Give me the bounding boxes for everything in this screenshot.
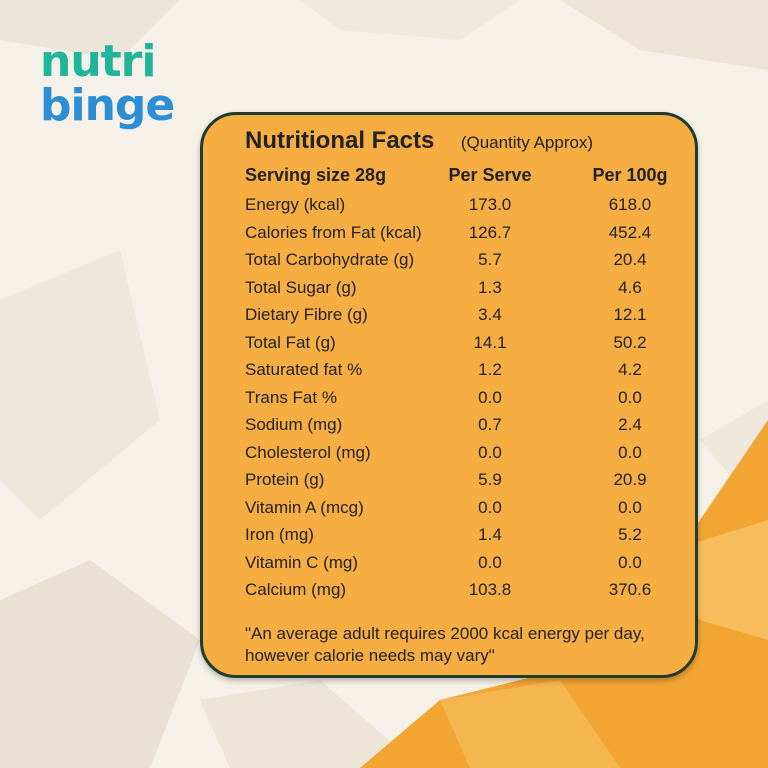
per-serve-value: 0.0 — [478, 497, 502, 517]
per-100g-value: 0.0 — [618, 387, 642, 407]
per-serve-value: 1.3 — [478, 277, 502, 297]
table-row: Iron (mg) 1.4 5.2 — [245, 525, 685, 552]
table-row: Trans Fat % 0.0 0.0 — [245, 388, 685, 415]
per-serve-value: 173.0 — [468, 195, 512, 214]
per-100g-value: 50.2 — [613, 332, 647, 352]
per-serve-value: 126.7 — [468, 222, 512, 242]
logo-line-1: nutri — [40, 36, 156, 87]
table-row: Dietary Fibre (g) 3.4 12.1 — [245, 305, 685, 332]
nutrient-label: Saturated fat % — [245, 360, 363, 379]
nutrient-label: Calories from Fat (kcal) — [245, 222, 422, 242]
per-serve-value: 1.4 — [478, 525, 502, 544]
per-100g-value: 20.4 — [613, 250, 647, 269]
table-row: Calories from Fat (kcal) 126.7 452.4 — [245, 223, 685, 250]
table-row: Cholesterol (mg) 0.0 0.0 — [245, 443, 685, 470]
per-100g-value: 5.2 — [618, 525, 642, 544]
per-100g-value: 2.4 — [618, 415, 642, 434]
nutrient-label: Calcium (mg) — [245, 580, 347, 599]
per-100g-value: 4.2 — [618, 360, 642, 379]
per-100g-value: 0.0 — [618, 442, 642, 462]
logo-line-2: binge — [40, 80, 175, 131]
nutrient-label: Total Sugar (g) — [245, 277, 357, 297]
per-serve-value: 0.0 — [478, 552, 502, 572]
table-row: Energy (kcal) 173.0 618.0 — [245, 195, 685, 222]
nutrient-label: Vitamin C (mg) — [245, 552, 359, 572]
table-header: Serving size 28g Per Serve Per 100g — [245, 165, 685, 192]
header-per-100g: Per 100g — [592, 165, 668, 185]
table-row: Vitamin C (mg) 0.0 0.0 — [245, 553, 685, 580]
nutrition-panel: Nutritional Facts (Quantity Approx) Serv… — [200, 112, 698, 678]
per-serve-value: 5.9 — [478, 470, 502, 489]
per-100g-value: 0.0 — [618, 497, 642, 517]
nutrient-label: Trans Fat % — [245, 387, 337, 407]
per-serve-value: 5.7 — [478, 250, 502, 269]
per-100g-value: 452.4 — [608, 222, 652, 242]
nutrient-label: Cholesterol (mg) — [245, 442, 371, 462]
brand-logo: nutri binge — [40, 36, 175, 131]
table-row: Protein (g) 5.9 20.9 — [245, 470, 685, 497]
per-serve-value: 0.0 — [478, 442, 502, 462]
table-row: Sodium (mg) 0.7 2.4 — [245, 415, 685, 442]
per-serve-value: 0.7 — [478, 415, 502, 434]
per-100g-value: 12.1 — [613, 305, 647, 324]
table-row: Saturated fat % 1.2 4.2 — [245, 360, 685, 387]
nutrient-label: Vitamin A (mcg) — [245, 497, 364, 517]
per-serve-value: 103.8 — [468, 580, 512, 599]
per-100g-value: 0.0 — [618, 552, 642, 572]
header-per-serve: Per Serve — [448, 165, 532, 185]
nutrient-label: Energy (kcal) — [245, 195, 346, 214]
nutrient-label: Sodium (mg) — [245, 415, 343, 434]
table-row: Total Fat (g) 14.1 50.2 — [245, 333, 685, 360]
per-serve-value: 0.0 — [478, 387, 502, 407]
per-100g-value: 20.9 — [613, 470, 647, 489]
table-row: Calcium (mg) 103.8 370.6 — [245, 580, 685, 607]
nutrient-label: Total Carbohydrate (g) — [245, 250, 415, 269]
nutrient-label: Iron (mg) — [245, 525, 314, 544]
table-row: Total Carbohydrate (g) 5.7 20.4 — [245, 250, 685, 277]
nutrient-label: Total Fat (g) — [245, 332, 336, 352]
panel-title: Nutritional Facts — [245, 127, 435, 154]
table-row: Total Sugar (g) 1.3 4.6 — [245, 278, 685, 305]
per-serve-value: 1.2 — [478, 360, 502, 379]
per-serve-value: 3.4 — [478, 305, 502, 324]
table-row: Vitamin A (mcg) 0.0 0.0 — [245, 498, 685, 525]
per-100g-value: 370.6 — [608, 580, 652, 599]
calorie-disclaimer: "An average adult requires 2000 kcal ene… — [245, 624, 645, 665]
nutrient-label: Protein (g) — [245, 470, 325, 489]
panel-title-row: Nutritional Facts (Quantity Approx) — [245, 127, 665, 155]
nutrient-label: Dietary Fibre (g) — [245, 305, 368, 324]
panel-subtitle: (Quantity Approx) — [460, 133, 594, 152]
per-serve-value: 14.1 — [473, 332, 507, 352]
per-100g-value: 4.6 — [618, 277, 642, 297]
per-100g-value: 618.0 — [608, 195, 652, 214]
header-serving-size: Serving size 28g — [245, 165, 387, 185]
